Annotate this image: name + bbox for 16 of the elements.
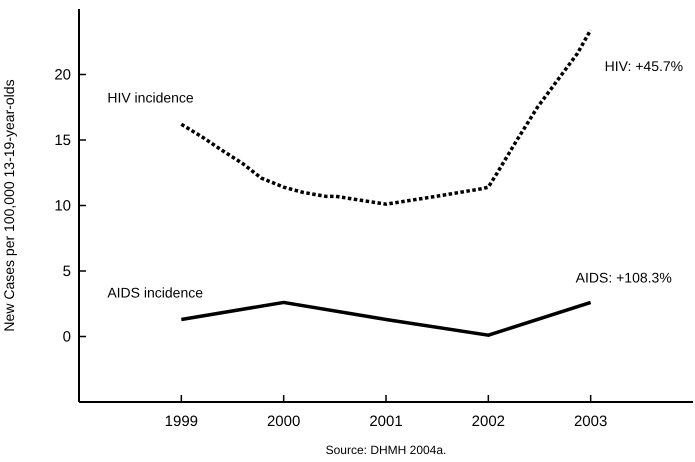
y-tick-label: 20: [54, 66, 71, 84]
x-tick-label: 2003: [574, 413, 608, 430]
annotation: AIDS: +108.3%: [576, 269, 672, 286]
y-tick-label: 10: [54, 198, 71, 214]
x-tick-label: 2001: [369, 413, 403, 430]
annotation: HIV: +45.7%: [604, 58, 684, 74]
x-tick-label: 2002: [472, 413, 506, 430]
x-tick-label: 2000: [266, 413, 300, 430]
y-axis-title: New Cases per 100,000 13-19-year-olds: [0, 79, 17, 332]
y-tick-label: 5: [62, 263, 71, 280]
y-tick-label: 0: [62, 328, 71, 346]
series-label: HIV incidence: [107, 89, 194, 106]
x-tick-label: 1999: [164, 413, 198, 430]
y-tick-label: 15: [54, 132, 71, 149]
source-note: Source: DHMH 2004a.: [324, 443, 448, 457]
series-label: AIDS incidence: [107, 284, 204, 300]
